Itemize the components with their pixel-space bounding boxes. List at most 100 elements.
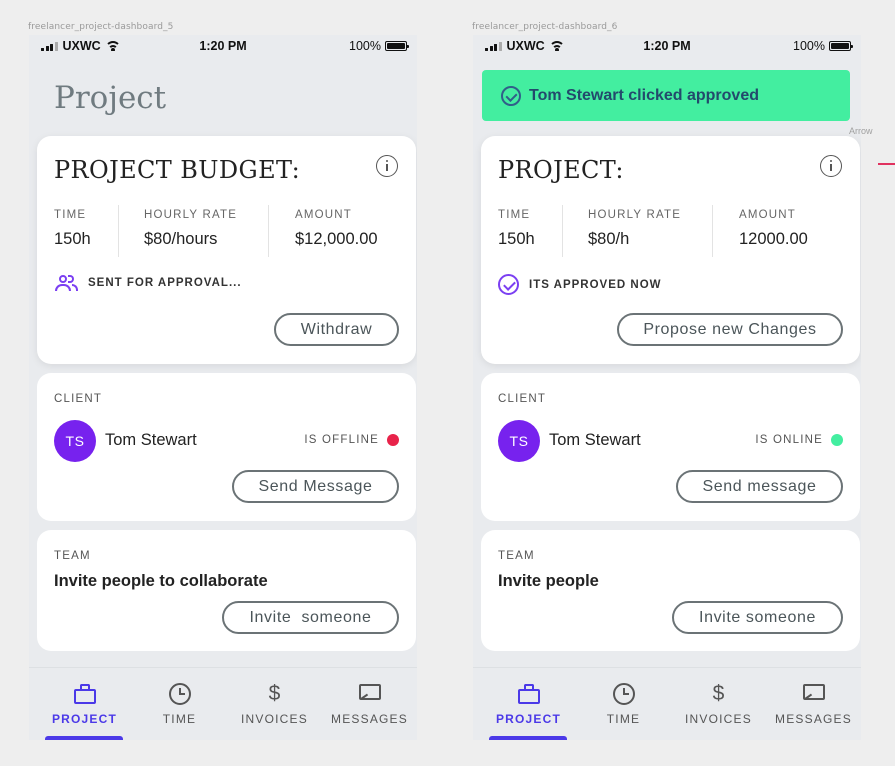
avatar[interactable]: TS xyxy=(54,420,96,462)
budget-stats: TIME 150h HOURLY RATE $80/h AMOUNT 12000… xyxy=(498,205,843,261)
stat-hourly-rate: HOURLY RATE $80/hours xyxy=(144,209,237,261)
budget-card: PROJECT: TIME 150h HOURLY RATE $80/h AMO… xyxy=(481,136,860,364)
stat-label: HOURLY RATE xyxy=(144,209,238,221)
approval-toast[interactable]: Tom Stewart clicked approved xyxy=(482,70,850,121)
frame-label: freelancer_project-dashboard_6 xyxy=(472,22,618,32)
stat-label: HOURLY RATE xyxy=(588,209,682,221)
team-section-label: TEAM xyxy=(498,550,535,562)
approval-status-text: SENT FOR APPROVAL... xyxy=(88,277,242,289)
status-time: 1:20 PM xyxy=(643,39,691,53)
dollar-icon: $ xyxy=(268,682,281,705)
stat-label: AMOUNT xyxy=(295,209,353,221)
team-section-label: TEAM xyxy=(54,550,91,562)
divider xyxy=(712,205,713,257)
stat-value: $80/h xyxy=(588,230,630,248)
frame-label: freelancer_project-dashboard_5 xyxy=(28,22,174,32)
stat-hourly-rate: HOURLY RATE $80/h xyxy=(588,209,681,261)
stat-label: TIME xyxy=(54,209,87,221)
stat-value: 150h xyxy=(54,230,91,248)
tab-label: INVOICES xyxy=(685,712,752,726)
tab-time[interactable]: TIME xyxy=(575,668,672,740)
page-title: Project xyxy=(54,80,167,116)
toast-message: Tom Stewart clicked approved xyxy=(529,86,759,104)
withdraw-button[interactable]: Withdraw xyxy=(274,313,399,346)
clock-icon xyxy=(612,682,636,706)
offline-dot-icon xyxy=(387,434,399,446)
approval-status: ITS APPROVED NOW xyxy=(498,274,662,295)
stat-value: 12000.00 xyxy=(739,230,808,248)
propose-changes-button[interactable]: Propose new Changes xyxy=(617,313,843,346)
signal-icon xyxy=(41,41,58,51)
tab-time[interactable]: TIME xyxy=(131,668,228,740)
carrier-name: UXWC xyxy=(506,39,545,53)
budget-title: PROJECT: xyxy=(498,156,624,184)
bottom-tab-bar: PROJECT TIME $ INVOICES MESSAGES xyxy=(473,667,861,740)
team-card: TEAM Invite people to collaborate Invite… xyxy=(37,530,416,651)
info-icon[interactable] xyxy=(376,155,398,177)
tab-project[interactable]: PROJECT xyxy=(36,668,133,740)
battery-icon xyxy=(385,41,409,51)
stat-value: $12,000.00 xyxy=(295,230,378,248)
avatar[interactable]: TS xyxy=(498,420,540,462)
status-time: 1:20 PM xyxy=(199,39,247,53)
stat-label: AMOUNT xyxy=(739,209,797,221)
briefcase-icon xyxy=(517,682,541,706)
tab-label: PROJECT xyxy=(51,712,118,726)
presence-status: IS ONLINE xyxy=(755,434,843,446)
tab-invoices[interactable]: $ INVOICES xyxy=(670,668,767,740)
stat-amount: AMOUNT 12000.00 xyxy=(739,209,808,261)
invite-someone-button[interactable]: Invite someone xyxy=(672,601,843,634)
battery-icon xyxy=(829,41,853,51)
tab-label: MESSAGES xyxy=(331,712,408,726)
tab-label: INVOICES xyxy=(241,712,308,726)
client-name: Tom Stewart xyxy=(105,431,197,449)
battery-percent: 100% xyxy=(349,39,381,53)
clock-icon xyxy=(168,682,192,706)
tab-label: TIME xyxy=(606,712,641,726)
tab-project[interactable]: PROJECT xyxy=(480,668,577,740)
tab-messages[interactable]: MESSAGES xyxy=(321,668,417,740)
stat-label: TIME xyxy=(498,209,531,221)
battery-percent: 100% xyxy=(793,39,825,53)
check-circle-icon xyxy=(498,274,519,295)
tab-label: PROJECT xyxy=(495,712,562,726)
dollar-icon: $ xyxy=(712,682,725,705)
stat-time: TIME 150h xyxy=(498,209,535,261)
active-tab-indicator xyxy=(45,736,123,740)
tab-label: MESSAGES xyxy=(775,712,852,726)
approval-status-text: ITS APPROVED NOW xyxy=(529,278,662,291)
active-tab-indicator xyxy=(489,736,567,740)
budget-stats: TIME 150h HOURLY RATE $80/hours AMOUNT $… xyxy=(54,205,399,261)
arrow-annotation-label: Arrow xyxy=(849,126,873,136)
client-card: CLIENT TS Tom Stewart IS ONLINE Send mes… xyxy=(481,373,860,521)
stat-value: 150h xyxy=(498,230,535,248)
wifi-icon xyxy=(549,41,564,51)
client-name: Tom Stewart xyxy=(549,431,641,449)
presence-text: IS ONLINE xyxy=(755,434,823,446)
wifi-icon xyxy=(105,41,120,51)
divider xyxy=(562,205,563,257)
tab-invoices[interactable]: $ INVOICES xyxy=(226,668,323,740)
budget-title: PROJECT BUDGET: xyxy=(54,156,301,184)
approval-status: SENT FOR APPROVAL... xyxy=(54,274,242,292)
stat-time: TIME 150h xyxy=(54,209,91,261)
client-section-label: CLIENT xyxy=(54,393,103,405)
status-bar: UXWC 1:20 PM 100% xyxy=(29,35,417,57)
client-section-label: CLIENT xyxy=(498,393,547,405)
tab-messages[interactable]: MESSAGES xyxy=(765,668,861,740)
info-icon[interactable] xyxy=(820,155,842,177)
send-message-button[interactable]: Send message xyxy=(676,470,843,503)
phone-screen-dashboard-5: UXWC 1:20 PM 100% Project PROJECT BUDGET… xyxy=(29,35,417,740)
divider xyxy=(118,205,119,257)
invite-someone-button[interactable]: Invite someone xyxy=(222,601,399,634)
people-icon xyxy=(54,274,78,292)
team-description: Invite people xyxy=(498,572,599,590)
phone-screen-dashboard-6: UXWC 1:20 PM 100% Tom Stewart clicked ap… xyxy=(473,35,861,740)
send-message-button[interactable]: Send Message xyxy=(232,470,399,503)
signal-icon xyxy=(485,41,502,51)
bottom-tab-bar: PROJECT TIME $ INVOICES MESSAGES xyxy=(29,667,417,740)
tab-label: TIME xyxy=(162,712,197,726)
message-icon xyxy=(802,682,826,706)
status-bar: UXWC 1:20 PM 100% xyxy=(473,35,861,57)
